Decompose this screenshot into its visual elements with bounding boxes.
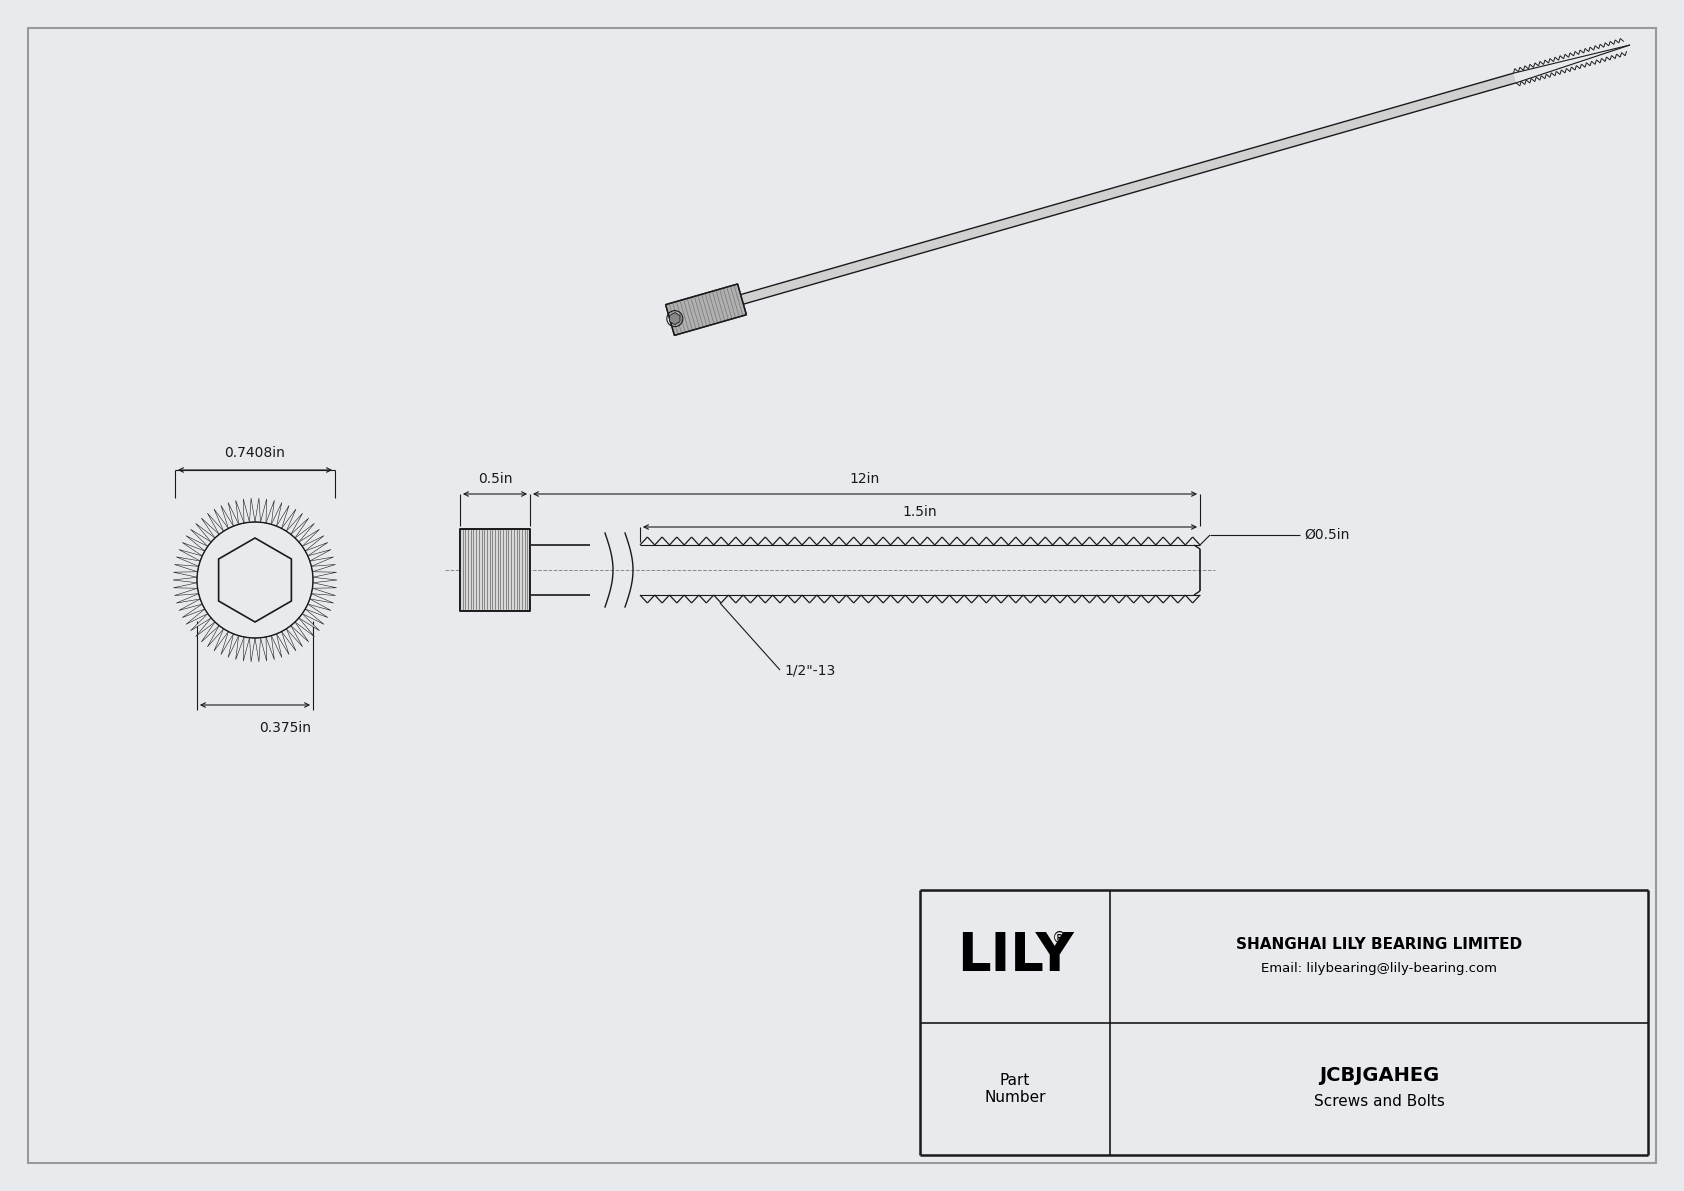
Polygon shape	[310, 593, 333, 603]
Polygon shape	[242, 499, 249, 523]
Polygon shape	[175, 588, 199, 596]
Polygon shape	[179, 549, 202, 561]
Text: 0.5in: 0.5in	[478, 472, 512, 486]
Polygon shape	[173, 572, 197, 578]
Polygon shape	[281, 509, 296, 531]
Polygon shape	[295, 618, 315, 636]
Polygon shape	[175, 565, 199, 572]
Polygon shape	[177, 557, 200, 567]
Polygon shape	[286, 625, 303, 647]
Polygon shape	[308, 599, 332, 611]
Polygon shape	[182, 542, 205, 556]
Polygon shape	[185, 609, 207, 624]
Polygon shape	[227, 634, 239, 657]
Polygon shape	[236, 636, 244, 660]
Polygon shape	[221, 631, 234, 655]
Polygon shape	[741, 73, 1516, 304]
Polygon shape	[236, 500, 244, 524]
Text: ®: ®	[1051, 930, 1066, 946]
Polygon shape	[301, 609, 323, 624]
Polygon shape	[214, 509, 229, 531]
Text: 0.7408in: 0.7408in	[224, 445, 285, 460]
Text: Screws and Bolts: Screws and Bolts	[1314, 1095, 1445, 1109]
Polygon shape	[271, 634, 281, 657]
Polygon shape	[202, 518, 219, 538]
Polygon shape	[195, 618, 216, 636]
Polygon shape	[190, 613, 210, 631]
Polygon shape	[249, 498, 254, 523]
Polygon shape	[254, 498, 261, 523]
Polygon shape	[312, 588, 335, 596]
Polygon shape	[276, 631, 290, 655]
Polygon shape	[286, 513, 303, 535]
Polygon shape	[190, 529, 210, 547]
Polygon shape	[227, 503, 239, 526]
Polygon shape	[266, 636, 274, 660]
Polygon shape	[173, 578, 197, 582]
Polygon shape	[179, 599, 202, 611]
Polygon shape	[185, 536, 207, 551]
Text: Part
Number: Part Number	[983, 1073, 1046, 1105]
Polygon shape	[665, 283, 746, 336]
Polygon shape	[305, 542, 328, 556]
Text: Ø0.5in: Ø0.5in	[1303, 528, 1349, 542]
Polygon shape	[291, 518, 308, 538]
Polygon shape	[305, 604, 328, 618]
Text: JCBJGAHEG: JCBJGAHEG	[1319, 1066, 1440, 1085]
Polygon shape	[207, 513, 224, 535]
Polygon shape	[177, 593, 200, 603]
Text: 0.375in: 0.375in	[259, 721, 312, 735]
Polygon shape	[195, 523, 216, 542]
Bar	[460, 529, 530, 611]
Polygon shape	[182, 604, 205, 618]
Polygon shape	[254, 637, 261, 662]
Text: SHANGHAI LILY BEARING LIMITED: SHANGHAI LILY BEARING LIMITED	[1236, 937, 1522, 952]
Polygon shape	[298, 529, 320, 547]
Text: 1.5in: 1.5in	[903, 505, 938, 519]
Polygon shape	[295, 523, 315, 542]
Polygon shape	[221, 505, 234, 529]
Polygon shape	[308, 549, 332, 561]
Text: Email: lilybearing@lily-bearing.com: Email: lilybearing@lily-bearing.com	[1261, 962, 1497, 974]
Polygon shape	[312, 565, 335, 572]
Polygon shape	[291, 622, 308, 642]
Text: LILY: LILY	[957, 930, 1073, 983]
Polygon shape	[281, 629, 296, 651]
Polygon shape	[242, 637, 249, 661]
Polygon shape	[670, 312, 680, 325]
Polygon shape	[214, 629, 229, 651]
Polygon shape	[202, 622, 219, 642]
Polygon shape	[261, 499, 266, 523]
Polygon shape	[249, 637, 254, 662]
Polygon shape	[301, 536, 323, 551]
Polygon shape	[313, 572, 337, 578]
Polygon shape	[219, 538, 291, 622]
Polygon shape	[310, 557, 333, 567]
Polygon shape	[313, 582, 337, 588]
Text: 1/2"-13: 1/2"-13	[785, 663, 835, 676]
Polygon shape	[266, 500, 274, 524]
Polygon shape	[276, 505, 290, 529]
Polygon shape	[313, 578, 337, 582]
Polygon shape	[207, 625, 224, 647]
Polygon shape	[298, 613, 320, 631]
Polygon shape	[261, 637, 266, 661]
Polygon shape	[173, 582, 197, 588]
Text: 12in: 12in	[850, 472, 881, 486]
Polygon shape	[271, 503, 281, 526]
